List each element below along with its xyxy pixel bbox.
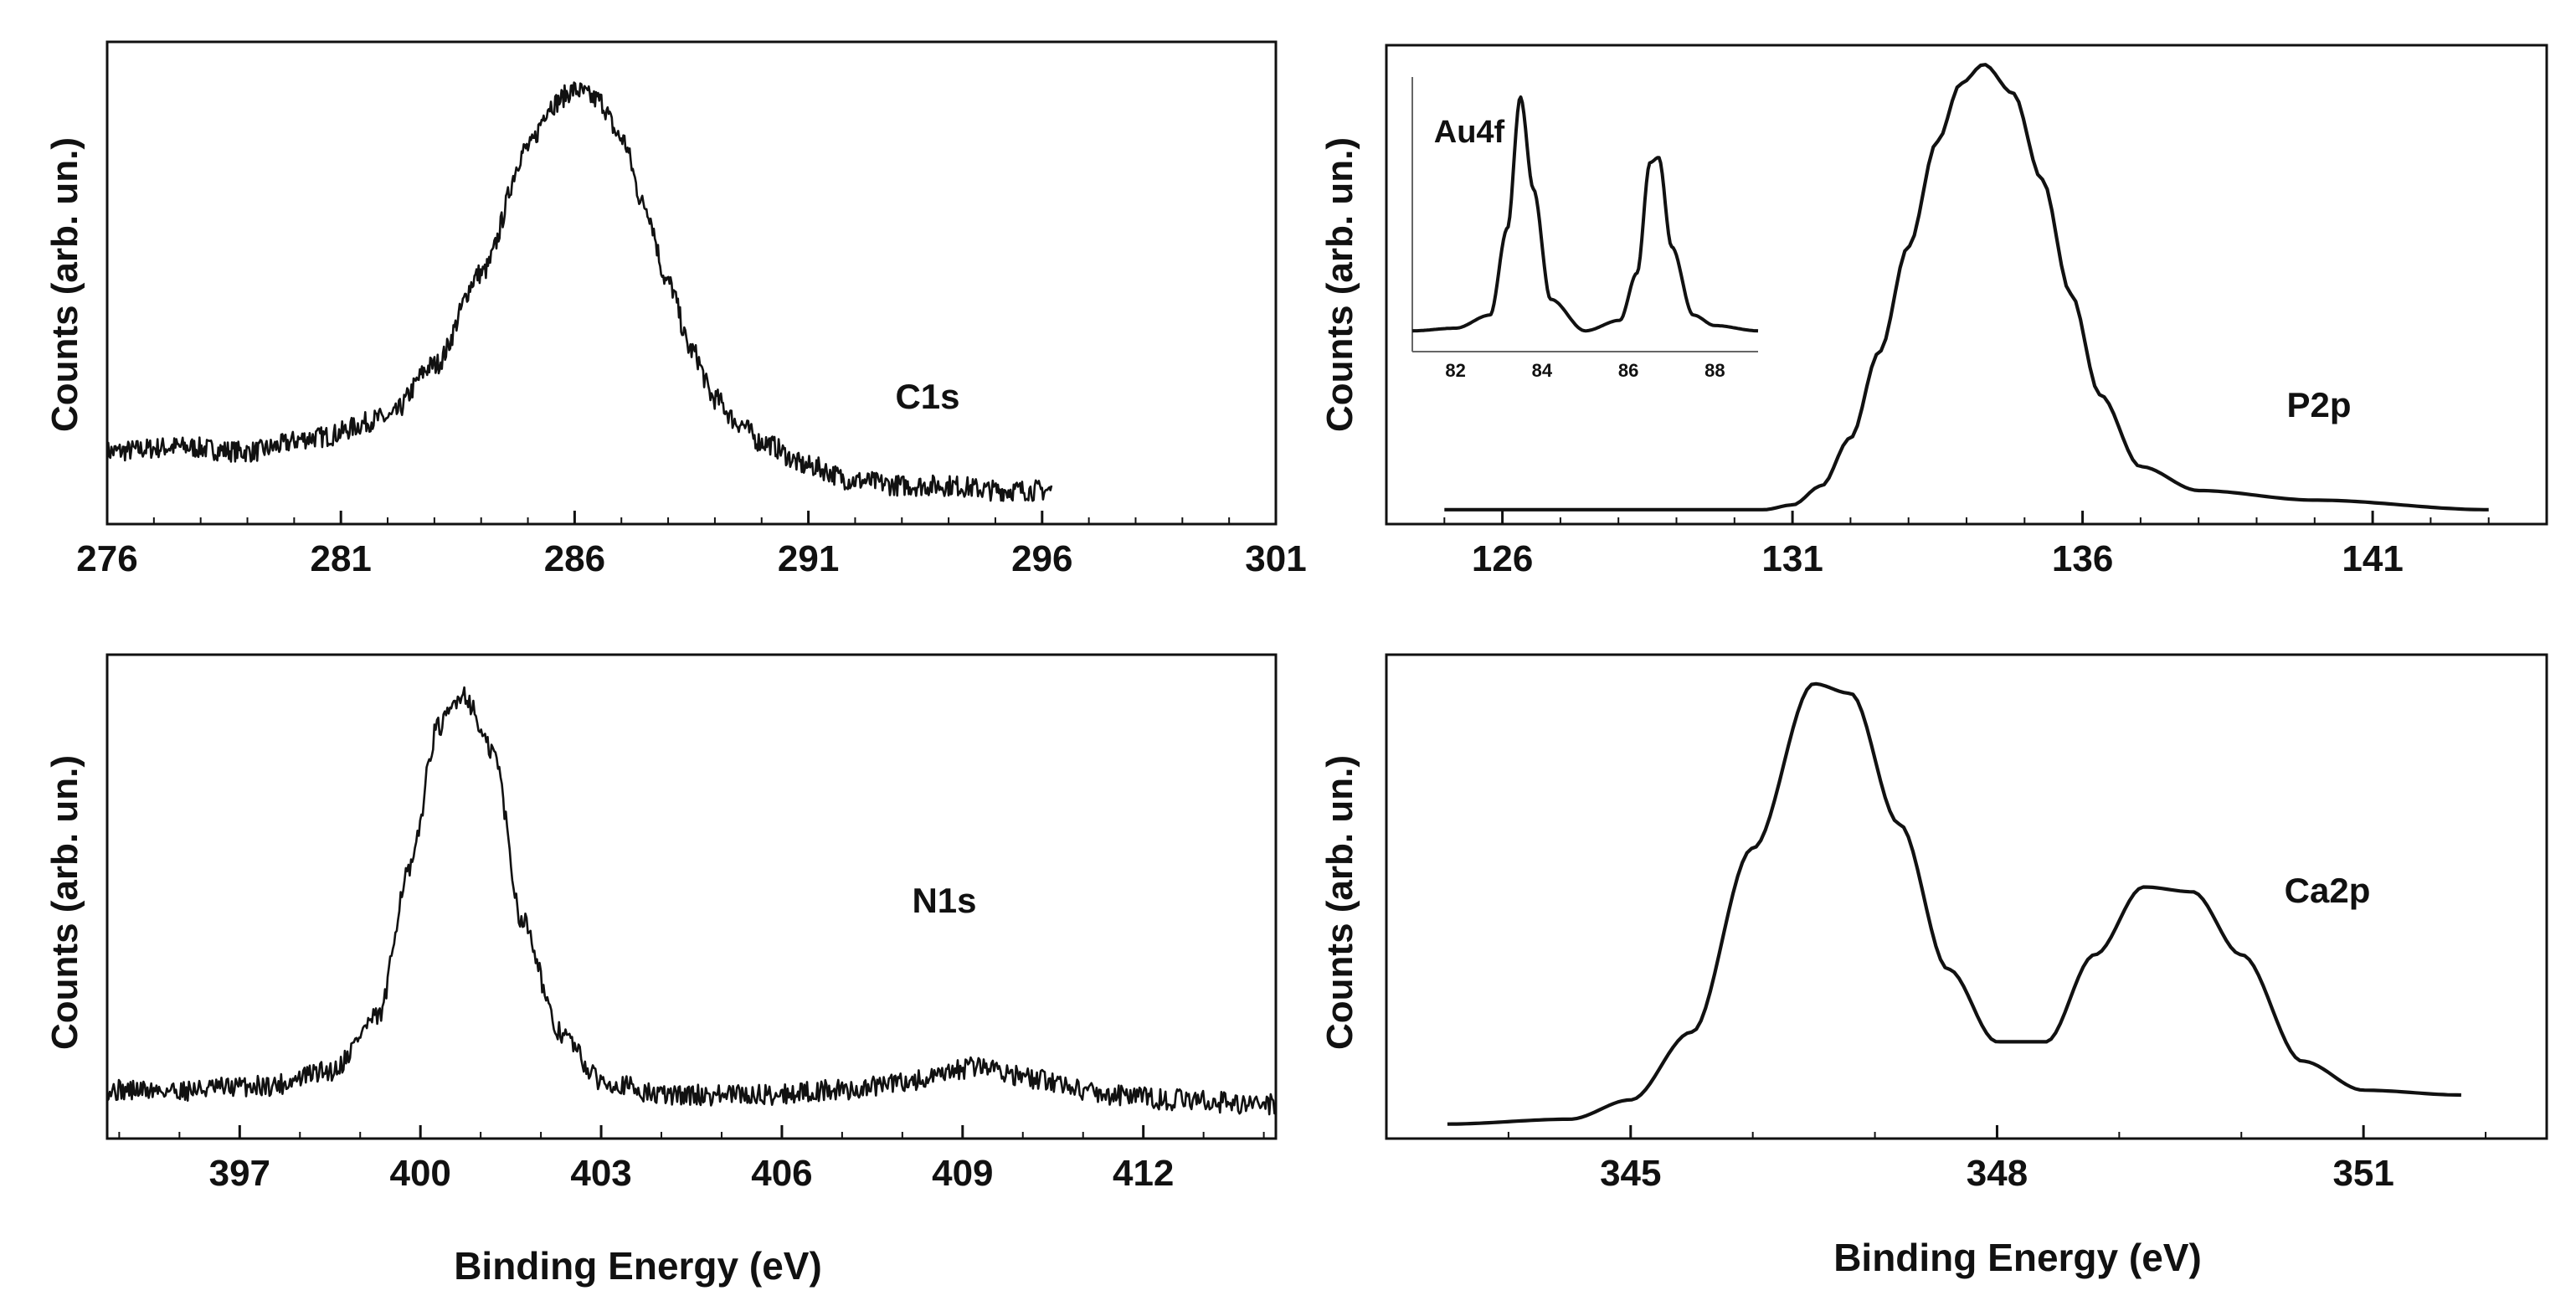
ca2p-xlabel: Binding Energy (eV): [1833, 1236, 2202, 1279]
p2p-tick-label-126: 126: [1472, 538, 1533, 579]
c1s-tick-label-286: 286: [544, 538, 605, 579]
c1s-tick-label-281: 281: [310, 538, 371, 579]
ca2p-plot-frame: [1385, 653, 2548, 1140]
p2p-ylabel: Counts (arb. un.): [1319, 137, 1360, 432]
ca2p-peak-label: Ca2p: [2285, 871, 2371, 910]
au4f-inset-label: Au4f: [1434, 115, 1505, 150]
n1s-xlabel: Binding Energy (eV): [454, 1244, 822, 1288]
c1s-tick-label-301: 301: [1245, 538, 1306, 579]
n1s-ylabel: Counts (arb. un.): [44, 755, 85, 1050]
n1s-tick-label-397: 397: [209, 1153, 270, 1194]
ca2p-ylabel: Counts (arb. un.): [1319, 755, 1360, 1050]
n1s-tick-label-409: 409: [932, 1153, 993, 1194]
c1s-tick-label-291: 291: [778, 538, 839, 579]
panel-n1s: Counts (arb. un.) N1s Binding Energy (eV…: [44, 653, 1278, 1288]
au4f-inset: Au4f 82 84 86 88: [1411, 77, 1759, 381]
ca2p-tick-label-345: 345: [1600, 1153, 1661, 1194]
n1s-spectrum-line: [105, 686, 1277, 1116]
p2p-tick-label-131: 131: [1761, 538, 1823, 579]
c1s-peak-label: C1s: [895, 377, 959, 416]
au4f-tick-label-82: 82: [1445, 360, 1465, 381]
ca2p-tick-label-348: 348: [1967, 1153, 2028, 1194]
p2p-tick-label-141: 141: [2342, 538, 2403, 579]
au4f-tick-label-84: 84: [1532, 360, 1553, 381]
panel-p2p: Counts (arb. un.) P2p Au4f 82 84 86 88 126 1…: [1319, 44, 2548, 579]
p2p-spectrum-line: [1444, 63, 2489, 512]
p2p-tick-label-136: 136: [2052, 538, 2113, 579]
c1s-ylabel: Counts (arb. un.): [44, 137, 85, 432]
n1s-tick-label-412: 412: [1113, 1153, 1174, 1194]
panel-c1s: Counts (arb. un.) C1s 276 281 286 291 296 301: [44, 40, 1307, 579]
au4f-tick-label-88: 88: [1704, 360, 1725, 381]
p2p-peak-label: P2p: [2286, 385, 2351, 424]
c1s-tick-label-296: 296: [1011, 538, 1072, 579]
n1s-plot-frame: [105, 653, 1278, 1140]
au4f-spectrum-line: [1411, 95, 1759, 333]
panel-ca2p: Counts (arb. un.) Ca2p Binding Energy (e…: [1319, 653, 2548, 1279]
c1s-tick-label-276: 276: [76, 538, 137, 579]
n1s-peak-label: N1s: [912, 881, 976, 920]
au4f-tick-label-86: 86: [1618, 360, 1638, 381]
ca2p-spectrum-line: [1447, 681, 2461, 1126]
n1s-tick-label-403: 403: [570, 1153, 631, 1194]
n1s-tick-label-400: 400: [389, 1153, 450, 1194]
n1s-tick-label-406: 406: [751, 1153, 812, 1194]
c1s-spectrum-line: [105, 81, 1053, 502]
c1s-plot-frame: [105, 40, 1278, 526]
ca2p-tick-label-351: 351: [2332, 1153, 2393, 1194]
